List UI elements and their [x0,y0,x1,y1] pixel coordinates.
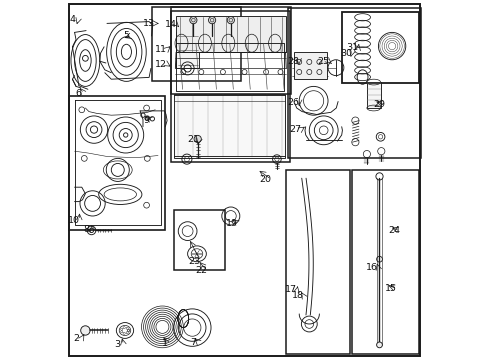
Text: 22: 22 [195,266,207,275]
Text: 7: 7 [190,338,196,347]
Bar [366,82,380,108]
Bar [170,11,289,162]
Circle shape [376,342,382,348]
Bar [170,7,291,94]
Text: 23: 23 [188,256,201,266]
Text: 27: 27 [288,125,300,134]
Text: 28: 28 [286,58,299,67]
Bar [285,170,349,354]
Text: 13: 13 [142,19,155,28]
Bar [173,210,224,270]
Text: 20: 20 [259,175,271,184]
Text: 12: 12 [155,60,166,69]
Text: 19: 19 [225,219,238,228]
Text: 17: 17 [285,285,297,294]
Bar [176,16,285,52]
Bar [341,12,418,83]
Text: 6: 6 [75,89,81,98]
Circle shape [208,17,215,24]
Circle shape [81,326,90,335]
Text: 26: 26 [287,98,299,107]
Bar [151,7,241,81]
Text: 25: 25 [317,58,329,67]
Bar [69,96,165,230]
Text: 3: 3 [115,341,121,349]
Bar [294,52,326,79]
Text: 29: 29 [372,100,385,109]
Text: 16: 16 [366,263,378,272]
Text: 14: 14 [164,20,176,29]
Bar [174,94,285,158]
Text: 15: 15 [385,284,397,293]
Text: 1: 1 [162,339,168,348]
Text: 4: 4 [69,15,75,24]
Text: 9: 9 [143,116,149,125]
Text: 8: 8 [83,225,90,234]
Bar [176,32,199,68]
Text: 24: 24 [387,226,399,235]
Text: 21: 21 [187,135,199,144]
Circle shape [194,135,201,143]
Text: 10: 10 [67,216,80,225]
Text: 5: 5 [123,31,129,40]
Circle shape [189,17,197,24]
Circle shape [227,17,234,24]
Bar [352,170,418,354]
Text: 11: 11 [155,45,166,54]
Bar [287,8,420,158]
Text: 18: 18 [291,292,303,300]
Text: 30: 30 [339,49,351,58]
Text: 31: 31 [346,43,358,52]
Text: 2: 2 [73,334,79,343]
